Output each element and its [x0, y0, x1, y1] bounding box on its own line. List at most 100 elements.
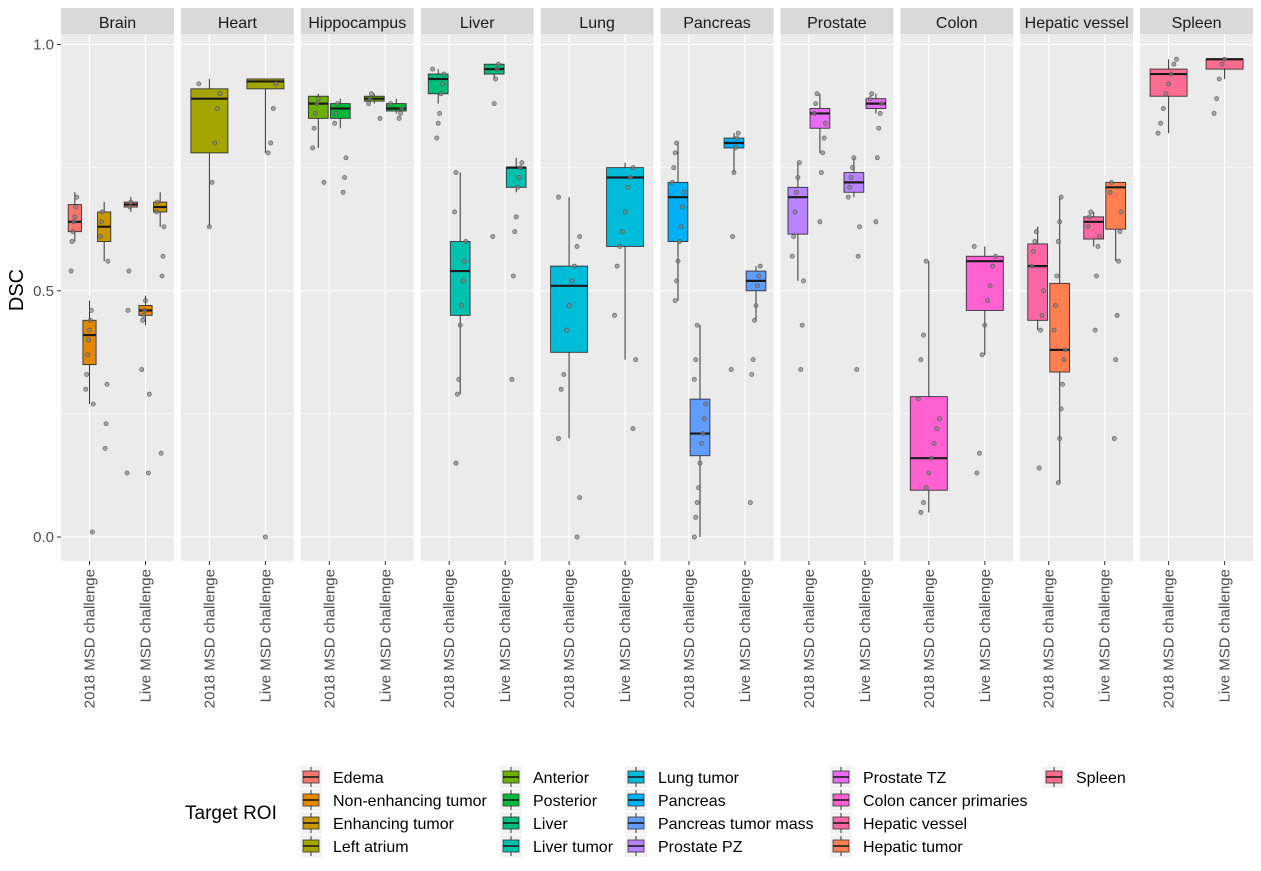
- data-point: [268, 140, 274, 146]
- data-point: [977, 450, 982, 456]
- facet-label: Spleen: [1172, 15, 1222, 32]
- x-tick-label: Live MSD challenge: [1097, 569, 1114, 702]
- data-point: [84, 372, 90, 377]
- data-point: [918, 509, 924, 515]
- legend-entry-label: Edema: [333, 770, 384, 787]
- data-point: [456, 376, 462, 382]
- data-point: [1116, 258, 1121, 264]
- x-tick-label: Live MSD challenge: [857, 569, 874, 702]
- facet-strip: [660, 8, 774, 34]
- y-tick-label: 1.0: [33, 37, 54, 54]
- box-liver-tumor: [505, 167, 527, 188]
- data-point: [674, 140, 679, 146]
- data-point: [749, 372, 755, 377]
- data-point: [159, 273, 165, 279]
- data-point: [1158, 120, 1164, 126]
- data-point: [273, 81, 279, 87]
- data-point: [333, 111, 339, 116]
- data-point: [733, 145, 738, 151]
- data-point: [877, 111, 883, 116]
- data-point: [617, 244, 623, 249]
- data-point: [633, 357, 639, 363]
- data-point: [1060, 381, 1065, 387]
- x-tick-label: 2018 MSD challenge: [561, 569, 578, 708]
- data-point: [675, 258, 681, 264]
- data-point: [340, 189, 346, 195]
- box-hepatic-vessel: [1027, 243, 1049, 321]
- facet-strip: [300, 8, 414, 34]
- data-point: [104, 381, 110, 387]
- legend-entry-label: Prostate TZ: [863, 770, 947, 787]
- data-point: [561, 372, 567, 377]
- data-point: [311, 125, 317, 131]
- data-point: [620, 229, 625, 235]
- data-point: [696, 485, 701, 491]
- legend-entry-label: Lung tumor: [658, 770, 740, 787]
- legend-entry-label: Pancreas tumor mass: [658, 816, 814, 833]
- data-point: [1054, 273, 1060, 279]
- data-point: [678, 224, 684, 230]
- data-point: [731, 170, 737, 175]
- panel-background: [660, 34, 774, 561]
- data-point: [992, 253, 998, 259]
- data-point: [124, 470, 130, 476]
- data-point: [556, 194, 561, 200]
- box-liver: [427, 73, 449, 95]
- data-point: [848, 175, 854, 180]
- data-point: [672, 298, 678, 303]
- data-point: [270, 106, 276, 111]
- data-point: [460, 278, 466, 284]
- data-point: [750, 357, 756, 363]
- data-point: [396, 115, 402, 121]
- facet-strip: [61, 8, 174, 34]
- data-point: [934, 426, 940, 432]
- data-point: [728, 367, 734, 372]
- data-point: [369, 91, 374, 97]
- data-point: [974, 470, 980, 476]
- data-point: [128, 199, 134, 205]
- box-posterior: [385, 103, 407, 112]
- data-point: [72, 214, 78, 220]
- data-point: [821, 135, 827, 141]
- data-point: [313, 111, 318, 116]
- data-point: [494, 66, 500, 72]
- data-point: [1094, 273, 1099, 279]
- data-point: [1166, 81, 1171, 87]
- data-point: [143, 298, 148, 303]
- data-point: [1057, 219, 1063, 225]
- plot-panels: [61, 34, 1254, 561]
- data-point: [310, 145, 316, 151]
- data-point: [73, 204, 79, 210]
- data-point: [1053, 303, 1058, 308]
- data-point: [342, 175, 347, 180]
- box-posterior: [329, 103, 351, 119]
- facet-strip: [900, 8, 1014, 34]
- data-point: [813, 101, 819, 106]
- data-point: [90, 401, 96, 407]
- data-point: [876, 125, 882, 131]
- facet-label: Hippocampus: [308, 15, 406, 32]
- x-tick-label: 2018 MSD challenge: [441, 569, 458, 708]
- data-point: [1039, 312, 1045, 318]
- x-tick-label: 2018 MSD challenge: [201, 569, 218, 708]
- data-point: [74, 194, 80, 200]
- data-point: [335, 101, 340, 106]
- data-point: [847, 184, 853, 190]
- legend-entry-label: Hepatic tumor: [863, 839, 963, 856]
- data-point: [921, 500, 926, 505]
- data-point: [558, 386, 564, 392]
- data-point: [105, 258, 111, 264]
- facet-label: Liver: [460, 15, 495, 32]
- data-point: [691, 376, 697, 382]
- data-point: [1111, 436, 1117, 441]
- legend-entry-label: Anterior: [533, 770, 590, 787]
- facet-strip: [420, 8, 534, 34]
- x-tick-label: Live MSD challenge: [977, 569, 994, 702]
- data-point: [1113, 357, 1119, 363]
- data-point: [923, 485, 929, 491]
- data-point: [435, 120, 441, 126]
- data-point: [1118, 209, 1124, 215]
- data-point: [399, 106, 405, 111]
- data-point: [612, 312, 617, 318]
- data-point: [214, 106, 220, 111]
